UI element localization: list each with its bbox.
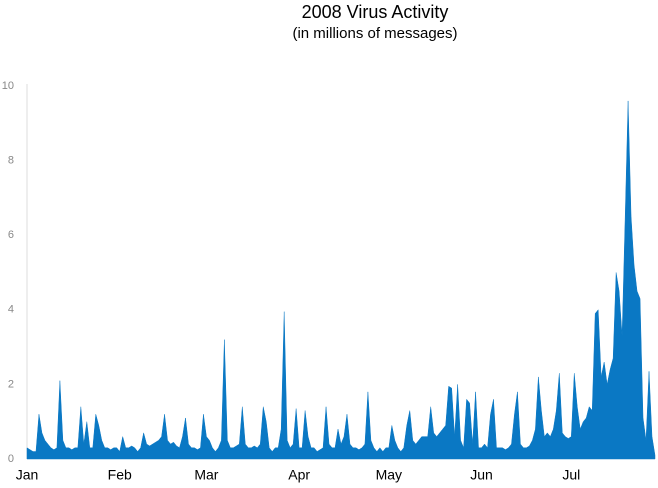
x-tick-label: Feb bbox=[108, 467, 132, 483]
x-tick-label: Jul bbox=[562, 467, 580, 483]
chart-title: 2008 Virus Activity bbox=[302, 2, 449, 22]
x-tick-label: May bbox=[376, 467, 402, 483]
x-tick-label: Jan bbox=[16, 467, 39, 483]
x-tick-label: Jun bbox=[470, 467, 493, 483]
y-tick-label: 0 bbox=[8, 453, 14, 465]
x-tick-label: Apr bbox=[288, 467, 310, 483]
chart-subtitle: (in millions of messages) bbox=[292, 25, 457, 42]
area bbox=[26, 100, 656, 460]
y-tick-label: 6 bbox=[8, 229, 14, 241]
y-tick-label: 8 bbox=[8, 155, 14, 167]
y-tick-label: 10 bbox=[2, 80, 14, 92]
y-tick-label: 2 bbox=[8, 378, 14, 390]
x-tick-label: Mar bbox=[194, 467, 218, 483]
y-tick-label: 4 bbox=[8, 304, 14, 316]
